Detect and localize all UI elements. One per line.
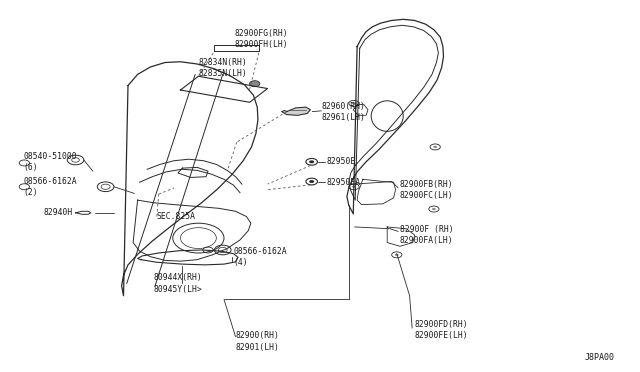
Text: 82960(RH)
82961(LH): 82960(RH) 82961(LH): [322, 102, 366, 122]
Text: 82834N(RH)
82835N(LH): 82834N(RH) 82835N(LH): [198, 58, 247, 78]
Text: 82900FG(RH)
82900FH(LH): 82900FG(RH) 82900FH(LH): [234, 29, 288, 49]
Circle shape: [250, 81, 260, 87]
Circle shape: [352, 186, 356, 188]
Text: SEC.825A: SEC.825A: [157, 212, 196, 221]
Circle shape: [309, 160, 314, 163]
Text: 82950EA: 82950EA: [326, 178, 360, 187]
Text: 82900F (RH)
82900FA(LH): 82900F (RH) 82900FA(LH): [400, 225, 454, 245]
Circle shape: [432, 208, 436, 210]
Text: 82900FB(RH)
82900FC(LH): 82900FB(RH) 82900FC(LH): [400, 180, 454, 200]
Text: 82900(RH)
82901(LH): 82900(RH) 82901(LH): [236, 331, 280, 352]
Circle shape: [433, 146, 437, 148]
Circle shape: [352, 102, 356, 105]
Text: 82950E: 82950E: [326, 157, 356, 166]
Circle shape: [309, 180, 314, 183]
Text: 08566-6162A
(2): 08566-6162A (2): [24, 177, 77, 197]
Text: 08540-51000
(6): 08540-51000 (6): [24, 152, 77, 172]
Circle shape: [395, 254, 399, 256]
Text: 08566-6162A
(4): 08566-6162A (4): [234, 247, 287, 267]
Text: 82900FD(RH)
82900FE(LH): 82900FD(RH) 82900FE(LH): [414, 320, 468, 340]
Text: 82940H: 82940H: [44, 208, 73, 217]
Text: 80944X(RH)
80945Y(LH>: 80944X(RH) 80945Y(LH>: [154, 273, 202, 294]
Text: J8PA00: J8PA00: [584, 353, 614, 362]
Polygon shape: [282, 107, 310, 115]
